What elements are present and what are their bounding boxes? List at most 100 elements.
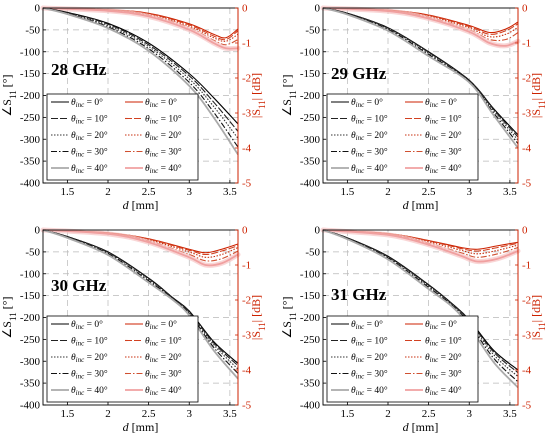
chart-panel-3: -400 -350 -300 -250 -200 -150 -100 -50 0 -5 -4 -3 -2… [0,225,267,435]
y2-tick-label: -1 [242,260,251,272]
y2-tick-label: 0 [242,225,248,237]
legend-label-phase: θinc = 0° [351,319,383,331]
y-tick-label: -350 [300,156,321,168]
legend-label-phase: θinc = 10° [71,336,108,348]
magnitude-line-20deg [322,7,519,38]
y-tick-label: -300 [300,356,321,368]
y-tick-label: -50 [305,246,320,258]
x-tick-label: 2 [105,186,111,198]
phase-line-10deg [322,229,519,374]
frequency-label: 30 GHz [51,276,107,295]
legend-label-phase: θinc = 40° [351,385,388,397]
y-tick-label: -50 [25,24,40,36]
phase-line-40deg [42,229,239,380]
magnitude-line-30deg [42,7,239,46]
legend-label-magnitude: θinc = 20° [425,130,462,142]
y2-axis-label: |S11| [dB] [249,73,267,118]
legend-label-phase: θinc = 20° [71,130,108,142]
x-tick-label: 3 [187,186,193,198]
y2-tick-label: 0 [522,225,528,237]
legend-box [46,93,199,181]
x-axis-label: d [mm] [123,420,159,434]
frequency-label: 31 GHz [331,285,387,304]
y-tick-label: -300 [20,134,41,146]
legend-label-magnitude: θinc = 30° [145,369,182,381]
y-tick-label: -350 [300,378,321,390]
legend-label-phase: θinc = 10° [351,336,388,348]
legend-label-phase: θinc = 10° [71,114,108,126]
y-tick-label: -200 [300,90,321,102]
y2-tick-label: -3 [242,108,252,120]
y-tick-label: -200 [20,312,41,324]
y2-axis-label: |S11| [dB] [249,295,267,340]
x-tick-label: 1.5 [61,408,75,420]
legend-label-magnitude: θinc = 0° [425,319,457,331]
y-tick-label: -100 [300,268,321,280]
legend-label-phase: θinc = 0° [71,319,103,331]
frequency-label: 28 GHz [51,60,107,79]
x-tick-label: 3 [467,186,473,198]
x-tick-label: 1.5 [341,186,355,198]
legend-label-magnitude: θinc = 0° [145,97,177,109]
phase-line-40deg [42,7,239,156]
phase-line-40deg [322,7,519,149]
magnitude-line-30deg [322,7,519,42]
legend-label-magnitude: θinc = 0° [425,97,457,109]
y-tick-label: -250 [300,112,321,124]
y-tick-label: 0 [315,225,321,237]
y2-tick-label: -1 [522,38,531,50]
y2-tick-label: -4 [522,143,532,155]
legend-label-phase: θinc = 20° [351,130,388,142]
magnitude-line-20deg [42,7,239,42]
phase-line-30deg [322,229,519,383]
y-tick-label: -100 [20,268,41,280]
x-tick-label: 3 [187,408,193,420]
y2-tick-label: -3 [522,330,532,342]
y-tick-label: -400 [300,178,321,190]
legend-label-magnitude: θinc = 10° [425,114,462,126]
y-tick-label: -100 [300,46,321,58]
legend-label-phase: θinc = 40° [71,163,108,175]
magnitude-line-40deg [322,229,519,263]
legend-label-magnitude: θinc = 40° [145,385,182,397]
x-tick-label: 3.5 [503,186,517,198]
legend-label-magnitude: θinc = 30° [425,369,462,381]
y-tick-label: -50 [25,246,40,258]
y2-tick-label: -1 [522,260,531,272]
y2-axis-label: |S11| [dB] [529,295,547,340]
y-tick-label: 0 [35,225,41,237]
y2-tick-label: -5 [522,178,532,190]
x-tick-label: 2 [385,408,391,420]
x-tick-label: 3.5 [223,186,237,198]
legend-box [46,315,199,403]
y2-tick-label: -2 [522,73,531,85]
y2-axis-label: |S11| [dB] [529,73,547,118]
y-tick-label: -100 [20,46,41,58]
frequency-label: 29 GHz [331,64,387,83]
magnitude-line-40deg [42,7,239,50]
legend-label-phase: θinc = 0° [71,97,103,109]
y-tick-label: 0 [35,3,41,15]
y2-tick-label: -5 [242,400,252,412]
legend-label-phase: θinc = 20° [71,352,108,364]
legend-label-phase: θinc = 10° [351,114,388,126]
y-tick-label: -150 [300,290,321,302]
legend-label-magnitude: θinc = 10° [145,336,182,348]
x-tick-label: 2.5 [422,186,436,198]
legend-label-magnitude: θinc = 30° [145,147,182,159]
y-tick-label: -50 [305,24,320,36]
legend-label-phase: θinc = 0° [351,97,383,109]
magnitude-line-40deg [322,7,519,47]
legend-label-phase: θinc = 40° [71,385,108,397]
legend-label-phase: θinc = 30° [351,369,388,381]
x-tick-label: 2.5 [142,186,156,198]
legend-label-phase: θinc = 30° [71,369,108,381]
y2-tick-label: -4 [242,365,252,377]
y2-tick-label: -2 [522,295,531,307]
chart-panel-2: -400 -350 -300 -250 -200 -150 -100 -50 0 -5 -4 -3 -2… [280,3,547,213]
x-tick-label: 2 [105,408,111,420]
y2-tick-label: -2 [242,73,251,85]
x-tick-label: 2.5 [142,408,156,420]
y-tick-label: -150 [20,68,41,80]
